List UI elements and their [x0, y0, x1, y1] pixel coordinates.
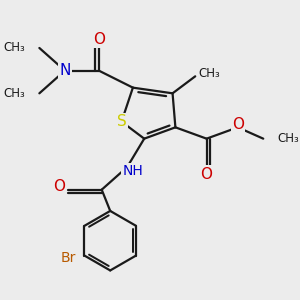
Text: N: N	[59, 63, 70, 78]
Text: O: O	[232, 117, 244, 132]
Text: O: O	[201, 167, 213, 182]
Text: CH₃: CH₃	[3, 87, 25, 100]
Text: NH: NH	[122, 164, 143, 178]
Text: CH₃: CH₃	[3, 41, 25, 55]
Text: O: O	[53, 179, 65, 194]
Text: Br: Br	[61, 251, 76, 266]
Text: S: S	[117, 114, 126, 129]
Text: CH₃: CH₃	[198, 67, 220, 80]
Text: O: O	[93, 32, 105, 47]
Text: CH₃: CH₃	[278, 132, 299, 145]
